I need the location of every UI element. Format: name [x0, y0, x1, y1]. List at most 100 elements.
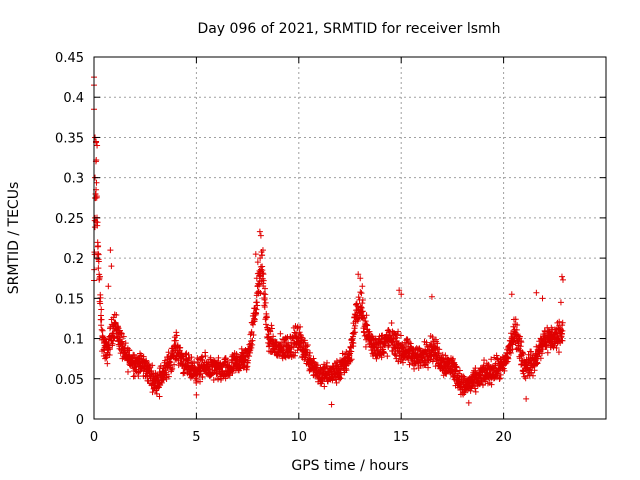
- data-point: [172, 337, 179, 344]
- data-point: [481, 357, 488, 364]
- data-point: [397, 332, 404, 339]
- data-point: [95, 243, 102, 250]
- data-point: [558, 327, 565, 334]
- data-point: [363, 312, 370, 319]
- data-point: [210, 377, 217, 384]
- data-point: [384, 353, 391, 360]
- data-point: [173, 332, 180, 339]
- data-point: [471, 367, 478, 374]
- data-point: [306, 349, 313, 356]
- data-point: [207, 354, 214, 361]
- data-point: [243, 366, 250, 373]
- data-point: [229, 369, 236, 376]
- data-point: [396, 287, 403, 294]
- x-tick-label: 20: [495, 430, 512, 445]
- x-tick-label: 0: [90, 430, 98, 445]
- data-point: [177, 344, 184, 351]
- data-point: [215, 354, 222, 361]
- data-point: [534, 360, 541, 367]
- data-point: [559, 276, 566, 283]
- data-point: [188, 354, 195, 361]
- y-tick-label: 0.35: [55, 131, 84, 146]
- y-tick-label: 0: [76, 413, 84, 428]
- data-point: [257, 232, 264, 239]
- data-point: [338, 371, 345, 378]
- data-point: [480, 381, 487, 388]
- data-point: [260, 277, 267, 284]
- data-point: [168, 366, 175, 373]
- data-point: [270, 333, 277, 340]
- data-point: [105, 344, 112, 351]
- data-point: [215, 376, 222, 383]
- data-point: [533, 289, 540, 296]
- data-point: [339, 350, 346, 357]
- data-point: [140, 353, 147, 360]
- data-point: [366, 328, 373, 335]
- data-point: [304, 349, 311, 356]
- data-point: [108, 263, 115, 270]
- data-point: [493, 352, 500, 359]
- data-point: [362, 318, 369, 325]
- data-point: [425, 364, 432, 371]
- data-point: [496, 375, 503, 382]
- y-tick-labels: 0 0.05 0.1 0.15 0.2 0.25 0.3 0.35 0.4 0.45: [55, 51, 84, 428]
- data-point: [247, 338, 254, 345]
- data-point: [113, 311, 120, 318]
- data-point: [539, 350, 546, 357]
- data-point: [277, 330, 284, 337]
- data-point: [165, 373, 172, 380]
- data-point: [350, 340, 357, 347]
- data-point: [439, 351, 446, 358]
- data-point: [520, 350, 527, 357]
- data-point: [557, 299, 564, 306]
- data-point: [348, 348, 355, 355]
- data-point: [521, 373, 528, 380]
- data-point: [120, 333, 127, 340]
- data-point: [465, 399, 472, 406]
- chart-title: Day 096 of 2021, SRMTID for receiver lsm…: [197, 21, 500, 37]
- data-point: [249, 321, 256, 328]
- y-tick-label: 0.45: [55, 51, 84, 66]
- data-point: [124, 368, 131, 375]
- data-point: [107, 324, 114, 331]
- data-point: [449, 355, 456, 362]
- data-point: [488, 356, 495, 363]
- data-point: [304, 342, 311, 349]
- data-point: [501, 367, 508, 374]
- data-point: [149, 389, 156, 396]
- data-point: [259, 270, 266, 277]
- data-point: [299, 335, 306, 342]
- data-point: [355, 294, 362, 301]
- data-point: [423, 339, 430, 346]
- data-point: [385, 341, 392, 348]
- data-point: [262, 291, 269, 298]
- data-point: [392, 352, 399, 359]
- data-point: [337, 375, 344, 382]
- data-point: [98, 316, 105, 323]
- data-point: [106, 352, 113, 359]
- y-tick-label: 0.4: [63, 91, 84, 106]
- data-point: [122, 340, 129, 347]
- y-tick-label: 0.1: [63, 333, 84, 348]
- data-point: [104, 360, 111, 367]
- data-point: [95, 258, 102, 265]
- y-tick-label: 0.15: [55, 292, 84, 307]
- data-point: [268, 322, 275, 329]
- data-point: [347, 357, 354, 364]
- data-point: [145, 361, 152, 368]
- data-points: [91, 74, 566, 408]
- data-point: [191, 358, 198, 365]
- data-point: [107, 247, 114, 254]
- data-point: [528, 348, 535, 355]
- data-point: [428, 293, 435, 300]
- data-point: [497, 371, 504, 378]
- data-point: [158, 379, 165, 386]
- data-point: [93, 193, 100, 200]
- data-point: [357, 275, 364, 282]
- data-point: [103, 354, 110, 361]
- data-point: [256, 228, 263, 235]
- data-point: [273, 338, 280, 345]
- data-point: [118, 330, 125, 337]
- data-point: [95, 265, 102, 272]
- data-point: [249, 337, 256, 344]
